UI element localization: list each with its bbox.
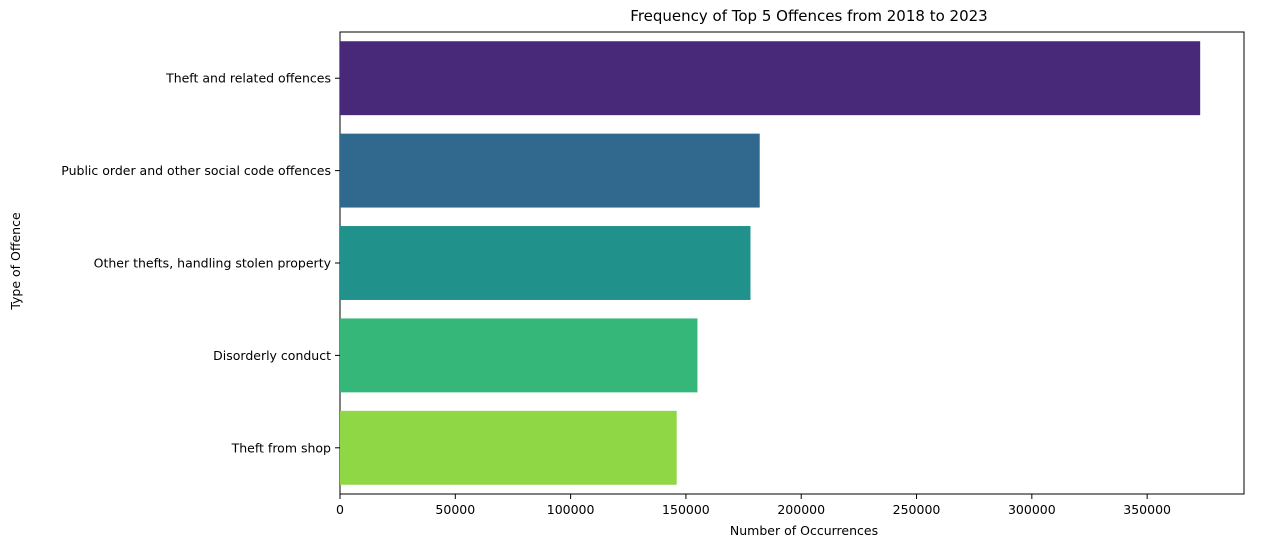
bars: [340, 41, 1201, 485]
bar-0: [340, 41, 1201, 116]
y-tick-label: Disorderly conduct: [213, 348, 331, 363]
bar-3: [340, 318, 698, 393]
y-axis-label: Type of Offence: [8, 212, 23, 311]
chart-title: Frequency of Top 5 Offences from 2018 to…: [630, 7, 987, 25]
y-axis-ticks: Theft and related offences Public order a…: [61, 71, 340, 455]
y-tick-label: Public order and other social code offen…: [61, 163, 331, 178]
y-tick-label: Other thefts, handling stolen property: [94, 256, 332, 271]
x-tick-label: 200000: [777, 502, 825, 517]
x-tick-label: 100000: [547, 502, 595, 517]
y-tick-label: Theft and related offences: [165, 71, 331, 86]
x-tick-label: 0: [336, 502, 344, 517]
x-tick-label: 350000: [1123, 502, 1171, 517]
bar-2: [340, 226, 751, 300]
x-axis-label: Number of Occurrences: [730, 523, 878, 538]
bar-4: [340, 410, 677, 485]
bar-1: [340, 133, 760, 208]
x-tick-label: 250000: [893, 502, 941, 517]
x-tick-label: 50000: [435, 502, 475, 517]
y-tick-label: Theft from shop: [231, 440, 331, 455]
x-tick-label: 150000: [662, 502, 710, 517]
x-tick-label: 300000: [1008, 502, 1056, 517]
x-axis-ticks: 0 50000 100000 150000 200000 250000 300000 3500…: [336, 494, 1171, 517]
